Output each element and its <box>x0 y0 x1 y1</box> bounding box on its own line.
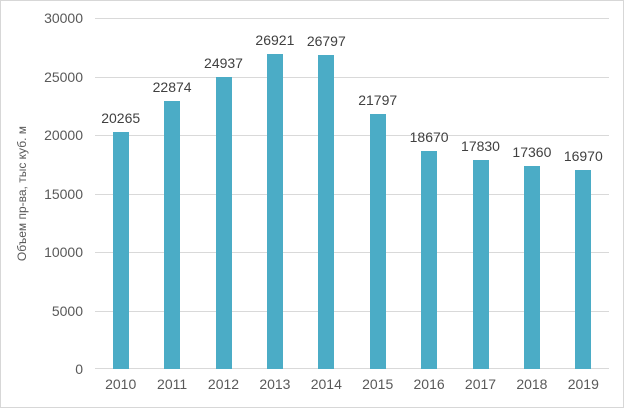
bar-2011 <box>164 101 181 369</box>
data-label-2011: 22874 <box>152 79 192 96</box>
data-label-2017: 17830 <box>461 138 500 155</box>
x-tick-label-2012: 2012 <box>207 376 240 392</box>
bar-2012 <box>215 77 232 369</box>
y-tick-label: 5000 <box>51 302 83 319</box>
bar-2018 <box>523 165 540 369</box>
gridline <box>95 76 609 78</box>
y-tick-label: 30000 <box>44 10 83 26</box>
bar-2014 <box>318 55 335 369</box>
bar-2013 <box>266 54 283 369</box>
data-label-2019: 16970 <box>563 148 603 165</box>
bar-2015 <box>369 113 386 369</box>
x-axis-tick-labels: 2010 2011 2012 2013 2014 2015 2016 2017 2018 2019 <box>95 376 609 398</box>
y-tick-label: 10000 <box>44 244 83 260</box>
y-tick-label: 15000 <box>44 185 83 202</box>
data-label-2010: 20265 <box>101 109 141 126</box>
gridline <box>95 252 609 253</box>
x-tick-label-2014: 2014 <box>310 376 342 392</box>
x-tick-label-2010: 2010 <box>105 376 137 392</box>
x-axis-line <box>95 368 609 369</box>
gridline <box>95 193 609 195</box>
y-tick-label: 20000 <box>44 127 83 143</box>
bar-2017 <box>472 160 489 369</box>
data-label-2014: 26797 <box>306 33 346 50</box>
x-tick-label-2017: 2017 <box>464 376 497 392</box>
data-label-2015: 21797 <box>358 91 398 108</box>
bar-2010 <box>112 131 129 369</box>
x-tick-label-2016: 2016 <box>413 376 445 392</box>
data-label-2018: 17360 <box>512 143 552 160</box>
bar-2016 <box>421 150 438 369</box>
x-tick-label-2018: 2018 <box>516 376 548 392</box>
x-tick-label-2019: 2019 <box>567 376 599 392</box>
gridline <box>95 135 609 136</box>
data-label-2016: 18670 <box>409 128 449 145</box>
data-label-2012: 24937 <box>204 55 243 72</box>
plot-area: 20265 22874 24937 26921 26797 21797 18670 17830… <box>95 18 609 369</box>
x-tick-label-2013: 2013 <box>259 376 291 392</box>
bar-2019 <box>575 170 592 369</box>
x-tick-label-2011: 2011 <box>157 376 188 392</box>
y-axis-tick-labels: 0 5000 10000 15000 20000 25000 30000 <box>1 1 83 407</box>
y-tick-label: 25000 <box>44 68 83 85</box>
y-tick-label: 0 <box>75 361 83 377</box>
gridline <box>95 310 609 312</box>
data-label-2013: 26921 <box>255 32 295 49</box>
x-tick-label-2015: 2015 <box>362 376 394 392</box>
gridline <box>95 18 609 19</box>
